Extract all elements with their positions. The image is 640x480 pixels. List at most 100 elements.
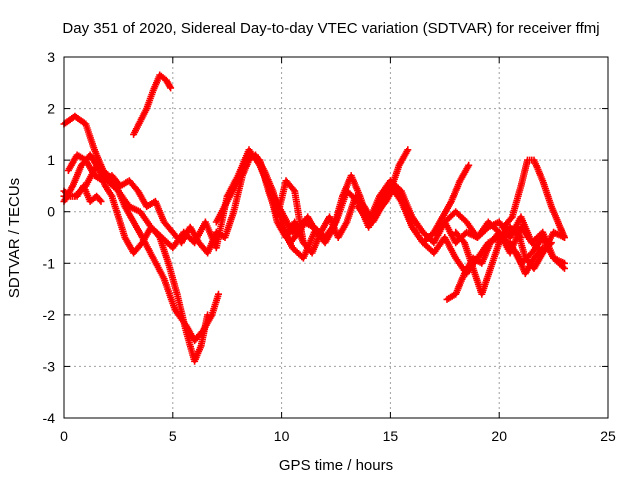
data-point [247,148,251,152]
data-point [328,215,331,219]
data-point [454,293,457,296]
plus-markers [60,112,222,345]
data-point [204,220,207,224]
data-point [313,231,316,234]
series-track-10 [354,177,568,257]
data-point [306,215,309,219]
data-point [215,246,218,250]
data-point [480,293,483,296]
y-tick-label: 0 [47,204,55,220]
data-point [454,256,457,260]
data-point [400,195,403,198]
data-point [104,184,107,188]
data-point [471,267,475,270]
data-point [254,153,257,157]
data-point [450,200,453,203]
y-axis-label: SDTVAR / TECUs [6,178,23,298]
data-point [284,179,288,182]
data-point [276,220,279,224]
chart-title: Day 351 of 2020, Sidereal Day-to-day VTE… [62,20,599,37]
data-point [541,236,544,239]
data-point [84,158,87,162]
data-point [171,231,174,234]
data-point [302,256,305,260]
data-point [498,231,501,234]
data-point [132,220,135,224]
data-point [550,205,553,208]
data-point [530,251,534,255]
data-point [552,231,555,234]
plot-frame [63,56,609,419]
x-tick-label: 5 [169,428,177,444]
data-point [128,205,131,208]
data-point [162,220,166,224]
data-point [558,225,562,229]
x-tick-label: 20 [491,428,507,444]
data-point [489,267,492,270]
data-point [245,158,248,162]
data-point [197,241,201,244]
data-point [158,73,161,77]
data-point [193,360,196,363]
data-point [280,220,283,224]
data-point [71,184,74,188]
data-point [67,169,70,172]
data-point [293,220,296,224]
data-point [489,241,492,244]
data-point [145,107,148,110]
data-point [128,179,131,182]
data-point [236,179,240,182]
data-point [389,179,392,182]
data-point [519,184,523,188]
data-point [480,262,483,265]
data-point [498,220,501,224]
data-point [267,184,270,188]
data-point [397,164,401,167]
data-point [152,89,155,92]
data-point [532,267,536,270]
series-track-16 [506,234,568,272]
y-tick-label: 3 [47,49,55,65]
data-point [217,293,220,296]
series-track-1 [60,112,222,345]
data-point [526,158,529,162]
y-tick-label: -1 [43,255,56,271]
data-point [226,200,229,203]
data-point [465,231,468,234]
data-point [95,195,98,198]
data-point [432,251,436,255]
data-point [563,262,566,265]
data-point [232,210,235,213]
data-point [519,225,523,229]
data-point [487,220,490,224]
data-point [515,225,518,229]
data-point [154,200,157,203]
data-point [421,231,425,234]
data-point [550,241,553,244]
data-point [119,184,122,188]
data-point [563,267,566,270]
data-point [110,174,114,177]
data-point [110,195,114,198]
x-tick-label: 0 [60,428,68,444]
data-point [152,256,155,260]
data-point [160,236,164,239]
y-tick-label: 1 [47,152,55,168]
data-point [132,133,135,136]
data-point [291,246,294,250]
data-point [334,220,338,224]
data-point [175,293,179,296]
data-point [171,246,174,250]
data-point [169,86,172,90]
data-point [443,236,446,239]
data-point [511,215,514,219]
data-point [367,220,370,224]
data-point [336,236,340,239]
data-point [454,210,457,213]
data-point [524,272,527,275]
data-point [162,277,166,280]
data-point [145,205,148,208]
data-point [530,241,534,244]
data-point [467,164,470,167]
